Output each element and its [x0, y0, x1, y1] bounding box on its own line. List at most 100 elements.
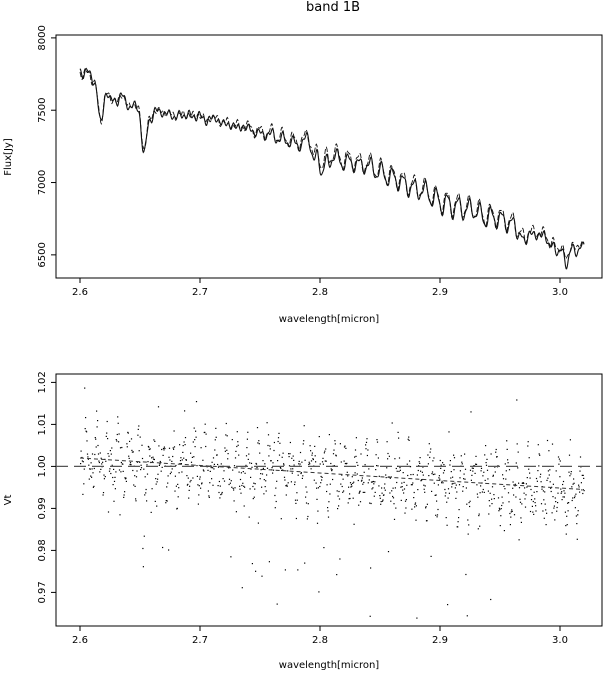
vt-point — [214, 449, 216, 451]
vt-point — [269, 445, 271, 447]
vt-point — [166, 486, 168, 488]
vt-point — [329, 493, 331, 495]
vt-point — [279, 442, 281, 444]
vt-point — [278, 454, 281, 456]
vt-point — [538, 453, 540, 455]
vt-point — [389, 492, 391, 494]
vt-y-axis: 0.97 0.98 0.99 1.00 1.01 1.02 — [37, 371, 56, 604]
vt-point — [146, 500, 148, 502]
vt-point — [217, 466, 220, 468]
vt-point — [390, 500, 392, 502]
vt-point — [364, 491, 366, 493]
vt-point — [230, 480, 232, 482]
vt-point — [547, 470, 549, 472]
flux-x-tick-label: 2.7 — [192, 287, 208, 298]
vt-point — [183, 457, 185, 459]
vt-point — [290, 468, 292, 470]
vt-point — [420, 470, 422, 472]
vt-point — [330, 468, 332, 470]
vt-point — [540, 481, 542, 483]
vt-point — [578, 486, 580, 488]
vt-point — [277, 440, 279, 443]
vt-point — [149, 448, 151, 450]
vt-point — [230, 556, 232, 558]
vt-point — [236, 431, 238, 433]
vt-point — [381, 500, 384, 502]
vt-point — [555, 470, 557, 472]
vt-x-axis: 2.6 2.7 2.8 2.9 3.0 — [72, 626, 568, 646]
vt-point — [455, 497, 457, 499]
vt-point — [342, 491, 344, 493]
vt-point — [207, 469, 209, 471]
vt-point — [188, 489, 190, 491]
vt-point — [365, 444, 367, 446]
vt-point — [365, 441, 368, 443]
vt-point — [187, 483, 189, 485]
vt-point — [399, 467, 401, 469]
vt-point — [231, 486, 233, 488]
vt-point — [459, 477, 461, 479]
vt-point — [445, 517, 447, 519]
vt-x-tick-label: 3.0 — [552, 635, 568, 646]
vt-point — [515, 496, 517, 498]
vt-point — [505, 478, 507, 480]
vt-point — [451, 483, 453, 485]
vt-point — [443, 469, 445, 472]
vt-point — [225, 422, 227, 425]
vt-point — [354, 449, 357, 451]
vt-point — [228, 478, 231, 480]
vt-point — [208, 495, 210, 497]
vt-point — [98, 461, 100, 464]
vt-point — [133, 484, 135, 486]
vt-point — [425, 506, 427, 508]
vt-point — [137, 428, 139, 430]
vt-point — [248, 453, 250, 455]
vt-point — [241, 484, 243, 487]
vt-point — [392, 497, 395, 499]
vt-point — [152, 456, 154, 458]
vt-point — [243, 505, 245, 507]
vt-point — [417, 469, 419, 472]
vt-point — [535, 505, 537, 507]
vt-point — [398, 470, 400, 472]
vt-point — [335, 455, 337, 457]
vt-point — [265, 490, 267, 492]
vt-point — [380, 501, 382, 503]
vt-point — [441, 482, 443, 484]
vt-point — [216, 454, 218, 456]
vt-point — [397, 431, 399, 433]
vt-point — [92, 472, 94, 474]
vt-point — [143, 535, 145, 537]
vt-point — [268, 561, 270, 563]
vt-point — [179, 460, 182, 462]
vt-point — [96, 410, 98, 412]
vt-point — [264, 486, 266, 488]
vt-point — [414, 506, 416, 508]
vt-point — [374, 481, 376, 483]
vt-point — [209, 482, 211, 484]
vt-point — [488, 513, 490, 515]
vt-point — [450, 471, 452, 473]
vt-point — [227, 453, 229, 455]
vt-point — [351, 476, 353, 478]
vt-point — [179, 444, 181, 446]
vt-point — [371, 488, 373, 490]
vt-point — [151, 461, 154, 463]
vt-point — [469, 500, 471, 502]
vt-point — [422, 474, 424, 476]
vt-point — [163, 446, 165, 448]
vt-point — [307, 515, 309, 518]
vt-point — [514, 483, 516, 485]
vt-point — [270, 460, 272, 462]
vt-point — [341, 485, 343, 488]
vt-point — [113, 500, 115, 502]
vt-point — [451, 486, 453, 488]
vt-point — [426, 520, 428, 522]
vt-plot-frame — [55, 373, 603, 627]
vt-point — [249, 488, 251, 490]
vt-point — [292, 468, 294, 470]
vt-point — [465, 573, 467, 576]
vt-point — [122, 463, 124, 465]
vt-point — [156, 505, 158, 507]
vt-point — [438, 475, 440, 477]
